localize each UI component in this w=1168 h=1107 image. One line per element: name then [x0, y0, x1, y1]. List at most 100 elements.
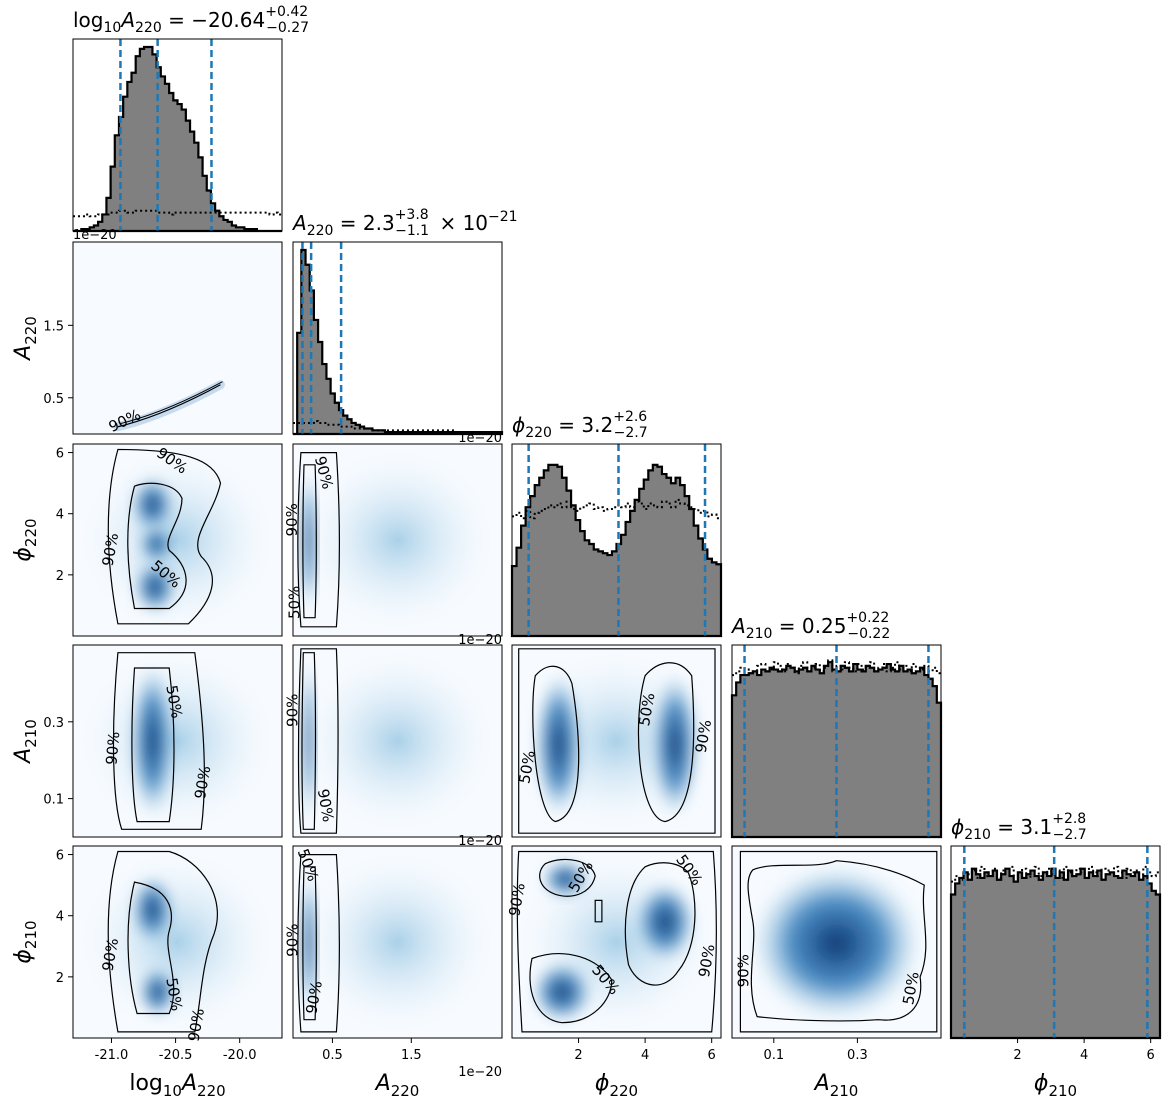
contour-50	[302, 866, 317, 1021]
panel-frame	[731, 644, 942, 838]
y-tick-label: 6	[56, 849, 64, 864]
density-blob	[302, 656, 316, 826]
posterior-histogram	[293, 248, 504, 436]
x-tick-label: 6	[1147, 1048, 1155, 1063]
density-blob	[541, 860, 589, 898]
y-axis-label-A210: A210	[11, 719, 40, 765]
contour-label: 90%	[99, 532, 123, 568]
x-tick-label: 2	[1013, 1048, 1021, 1063]
panel-title: log10A220 = −20.64+0.42 −0.27	[73, 4, 309, 36]
y-tick-label: 2	[56, 569, 64, 584]
density-haze	[301, 450, 494, 630]
density-panel-log10A220-vs-A220	[73, 242, 282, 434]
panel-frame	[292, 443, 503, 637]
density-panel-phi220-vs-phi210	[512, 846, 721, 1038]
density-panel-log10A220-vs-A210	[73, 645, 282, 837]
contour-label: 90%	[185, 1007, 209, 1043]
density-blob	[139, 967, 176, 1017]
axis-offset-label: 1e−20	[458, 834, 502, 849]
density-blob	[531, 961, 592, 1023]
x-axis-label-log10A220: log10A220	[129, 1071, 225, 1100]
density-blob	[140, 525, 172, 563]
contour-label: 90%	[102, 731, 123, 766]
prior-histogram	[512, 498, 721, 520]
x-tick-label: -20.5	[159, 1048, 193, 1063]
axis-offset-label: 1e−20	[458, 633, 502, 648]
contour-label: 90%	[692, 718, 716, 754]
density-haze	[301, 651, 494, 831]
contour-50	[119, 381, 223, 425]
posterior-histogram	[510, 463, 723, 638]
contour-50	[127, 881, 175, 1015]
contour-90	[297, 648, 339, 834]
contour-label: 90%	[99, 937, 123, 973]
contour-label: 90%	[283, 503, 301, 536]
posterior-histogram	[949, 867, 1162, 1040]
density-panel-phi220-vs-A210	[512, 645, 721, 837]
y-tick-label: 1.5	[43, 319, 64, 334]
contour-50	[594, 899, 603, 923]
density-panel-A220-vs-A210	[293, 645, 502, 837]
x-axis-label-A220: A220	[374, 1071, 420, 1100]
axis-offset-label: 1e−20	[458, 1065, 502, 1080]
y-axis-label-phi210: ϕ210	[11, 920, 40, 963]
density-blob	[535, 671, 582, 818]
contour-label: 50%	[162, 976, 186, 1012]
x-tick-label: 4	[1080, 1048, 1088, 1063]
contour-label: 90%	[505, 882, 529, 918]
density-panel-log10A220-vs-phi210	[73, 846, 282, 1038]
contour-label: 90%	[314, 787, 338, 823]
contour-50	[131, 667, 175, 823]
contour-90	[739, 850, 938, 1033]
y-axis-label-A220: A220	[11, 316, 40, 362]
y-tick-label: 4	[56, 910, 64, 925]
contour-50	[302, 464, 317, 619]
contour-90	[518, 648, 716, 834]
panel-frame	[292, 241, 503, 435]
x-axis-label-phi210: ϕ210	[1034, 1071, 1077, 1100]
y-tick-label: 4	[56, 508, 64, 523]
y-axis-label-phi220: ϕ220	[11, 518, 40, 561]
x-tick-label: 4	[641, 1048, 649, 1063]
density-blob	[300, 869, 317, 1017]
y-tick-label: 0.3	[43, 716, 64, 731]
prior-histogram	[293, 420, 502, 434]
y-tick-label: 0.5	[43, 392, 64, 407]
contour-label: 50%	[515, 749, 539, 785]
histogram-panel-phi210	[949, 845, 1162, 1040]
x-tick-label: 0.3	[847, 1048, 868, 1063]
panel-frame	[731, 845, 942, 1039]
panel-frame	[72, 241, 283, 435]
histogram-panel-A220	[292, 241, 504, 436]
contour-label: 90%	[695, 943, 719, 979]
density-blob	[131, 875, 174, 944]
histogram-panel-phi220	[510, 443, 723, 638]
contour-label: 90%	[302, 979, 326, 1015]
x-axis-label-A210: A210	[813, 1071, 859, 1100]
panel-frame	[511, 443, 722, 637]
density-haze	[81, 450, 274, 630]
x-tick-label: 2	[574, 1048, 582, 1063]
density-panel-A210-vs-phi210	[732, 846, 941, 1038]
y-tick-label: 0.1	[43, 793, 64, 808]
prior-histogram	[951, 865, 1160, 883]
density-panel-A220-vs-phi210	[293, 846, 502, 1038]
density-blob	[635, 882, 696, 962]
panel-frame	[72, 845, 283, 1039]
contour-label: 90%	[191, 764, 215, 800]
x-tick-label: 0.5	[322, 1048, 343, 1063]
contour-90	[297, 452, 340, 628]
y-tick-label: 2	[56, 971, 64, 986]
contour-90	[107, 448, 222, 625]
histogram-panel-A210	[730, 644, 943, 839]
axis-offset-label: 1e−20	[73, 228, 117, 243]
x-tick-label: 0.1	[763, 1048, 784, 1063]
x-tick-label: 1.5	[401, 1048, 422, 1063]
density-blob	[134, 561, 176, 614]
panel-frame	[292, 845, 503, 1039]
contour-label: 50%	[285, 586, 303, 619]
panel-frame	[950, 845, 1161, 1039]
panel-frame	[72, 644, 283, 838]
density-blob	[752, 866, 921, 1020]
